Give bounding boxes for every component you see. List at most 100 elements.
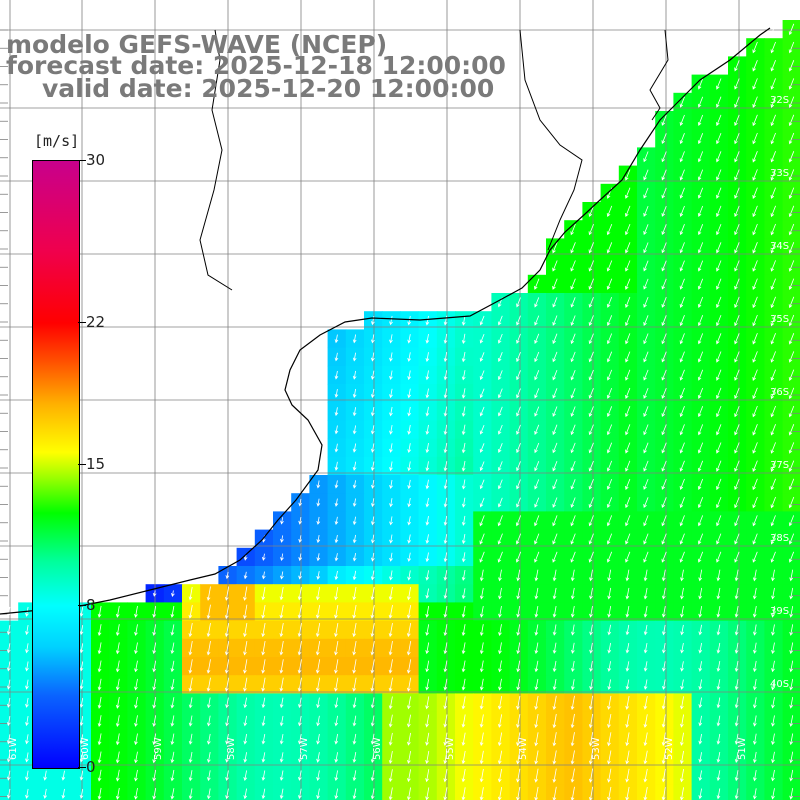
- wind-arrow: [425, 552, 430, 563]
- wind-arrow: [6, 625, 11, 636]
- wind-arrow: [734, 478, 740, 491]
- wind-arrow: [697, 551, 704, 563]
- wind-arrow: [679, 406, 685, 418]
- wind-arrow: [661, 606, 666, 618]
- wind-arrow: [261, 697, 266, 709]
- wind-arrow: [516, 678, 521, 691]
- wind-arrow: [588, 205, 594, 218]
- wind-arrow: [461, 460, 466, 472]
- wind-arrow: [188, 770, 193, 782]
- wind-arrow: [734, 770, 739, 782]
- wind-arrow: [516, 714, 521, 729]
- wind-arrow: [280, 535, 284, 543]
- wind-arrow: [334, 659, 339, 674]
- wind-arrow: [461, 714, 466, 728]
- wind-arrow: [789, 660, 794, 673]
- wind-arrow: [425, 660, 430, 673]
- colorbar: [32, 160, 80, 769]
- wind-arrow: [771, 606, 775, 618]
- wind-arrow: [406, 605, 412, 619]
- wind-arrow: [716, 788, 721, 800]
- wind-arrow: [461, 660, 466, 673]
- wind-arrow: [770, 41, 776, 54]
- wind-arrow: [697, 242, 704, 254]
- latitude-label: 33S: [770, 168, 789, 179]
- wind-arrow: [152, 715, 157, 727]
- wind-arrow: [734, 96, 740, 108]
- wind-arrow: [188, 715, 193, 727]
- wind-arrow: [770, 151, 776, 163]
- longitude-label: 54W: [518, 737, 529, 760]
- wind-arrow: [479, 352, 485, 362]
- wind-arrow: [661, 442, 667, 454]
- wind-arrow: [771, 715, 775, 727]
- wind-arrow: [643, 406, 649, 418]
- wind-arrow: [534, 695, 539, 710]
- wind-arrow: [461, 406, 466, 417]
- wind-arrow: [661, 497, 667, 509]
- wind-arrow: [643, 714, 648, 728]
- wind-arrow: [788, 296, 795, 309]
- wind-arrow: [316, 480, 321, 489]
- wind-arrow: [25, 643, 29, 654]
- wind-arrow: [770, 478, 776, 491]
- wind-arrow: [589, 569, 593, 582]
- wind-arrow: [643, 315, 649, 327]
- wind-arrow: [516, 750, 521, 765]
- wind-arrow: [752, 333, 758, 345]
- wind-arrow: [171, 590, 175, 598]
- wind-arrow: [298, 517, 303, 525]
- wind-arrow: [752, 242, 758, 254]
- wind-arrow: [588, 497, 594, 508]
- wind-arrow: [770, 515, 776, 527]
- wind-arrow: [679, 224, 685, 236]
- wind-arrow: [552, 587, 557, 600]
- wind-arrow: [25, 697, 29, 708]
- wind-arrow: [788, 41, 795, 54]
- wind-arrow: [752, 114, 758, 127]
- wind-arrow: [371, 534, 375, 544]
- wind-arrow: [316, 733, 320, 745]
- wind-arrow: [443, 424, 448, 436]
- wind-arrow: [789, 624, 794, 636]
- wind-arrow: [297, 677, 302, 692]
- wind-arrow: [6, 606, 11, 617]
- wind-arrow: [716, 569, 721, 582]
- wind-arrow: [716, 697, 721, 709]
- wind-arrow: [79, 752, 84, 763]
- wind-arrow: [788, 96, 795, 108]
- wind-arrow: [788, 278, 795, 290]
- wind-arrow: [679, 260, 685, 272]
- wind-arrow: [461, 552, 466, 563]
- wind-arrow: [334, 516, 339, 526]
- wind-arrow: [461, 388, 466, 399]
- wind-arrow: [734, 333, 740, 345]
- wind-arrow: [752, 587, 757, 600]
- wind-arrow: [497, 424, 503, 435]
- wind-arrow: [261, 587, 266, 601]
- wind-arrow: [661, 133, 667, 145]
- wind-arrow: [352, 534, 357, 544]
- wind-arrow: [389, 425, 393, 435]
- wind-arrow: [6, 679, 11, 690]
- wind-arrow: [606, 278, 613, 290]
- wind-arrow: [243, 715, 248, 727]
- wind-arrow: [498, 606, 502, 618]
- wind-arrow: [224, 641, 230, 656]
- wind-arrow: [552, 624, 557, 636]
- wind-arrow: [789, 733, 794, 746]
- wind-arrow: [516, 333, 521, 344]
- wind-arrow: [770, 496, 776, 509]
- wind-arrow: [352, 480, 357, 489]
- wind-arrow: [334, 553, 339, 562]
- wind-arrow: [680, 606, 684, 618]
- wind-arrow: [497, 732, 503, 747]
- wind-arrow: [497, 461, 503, 472]
- wind-arrow: [443, 642, 448, 655]
- wind-arrow: [679, 442, 685, 454]
- wind-arrow: [552, 315, 558, 326]
- wind-arrow: [170, 678, 175, 691]
- wind-arrow: [661, 750, 666, 765]
- wind-arrow: [716, 405, 722, 418]
- wind-arrow: [716, 752, 721, 763]
